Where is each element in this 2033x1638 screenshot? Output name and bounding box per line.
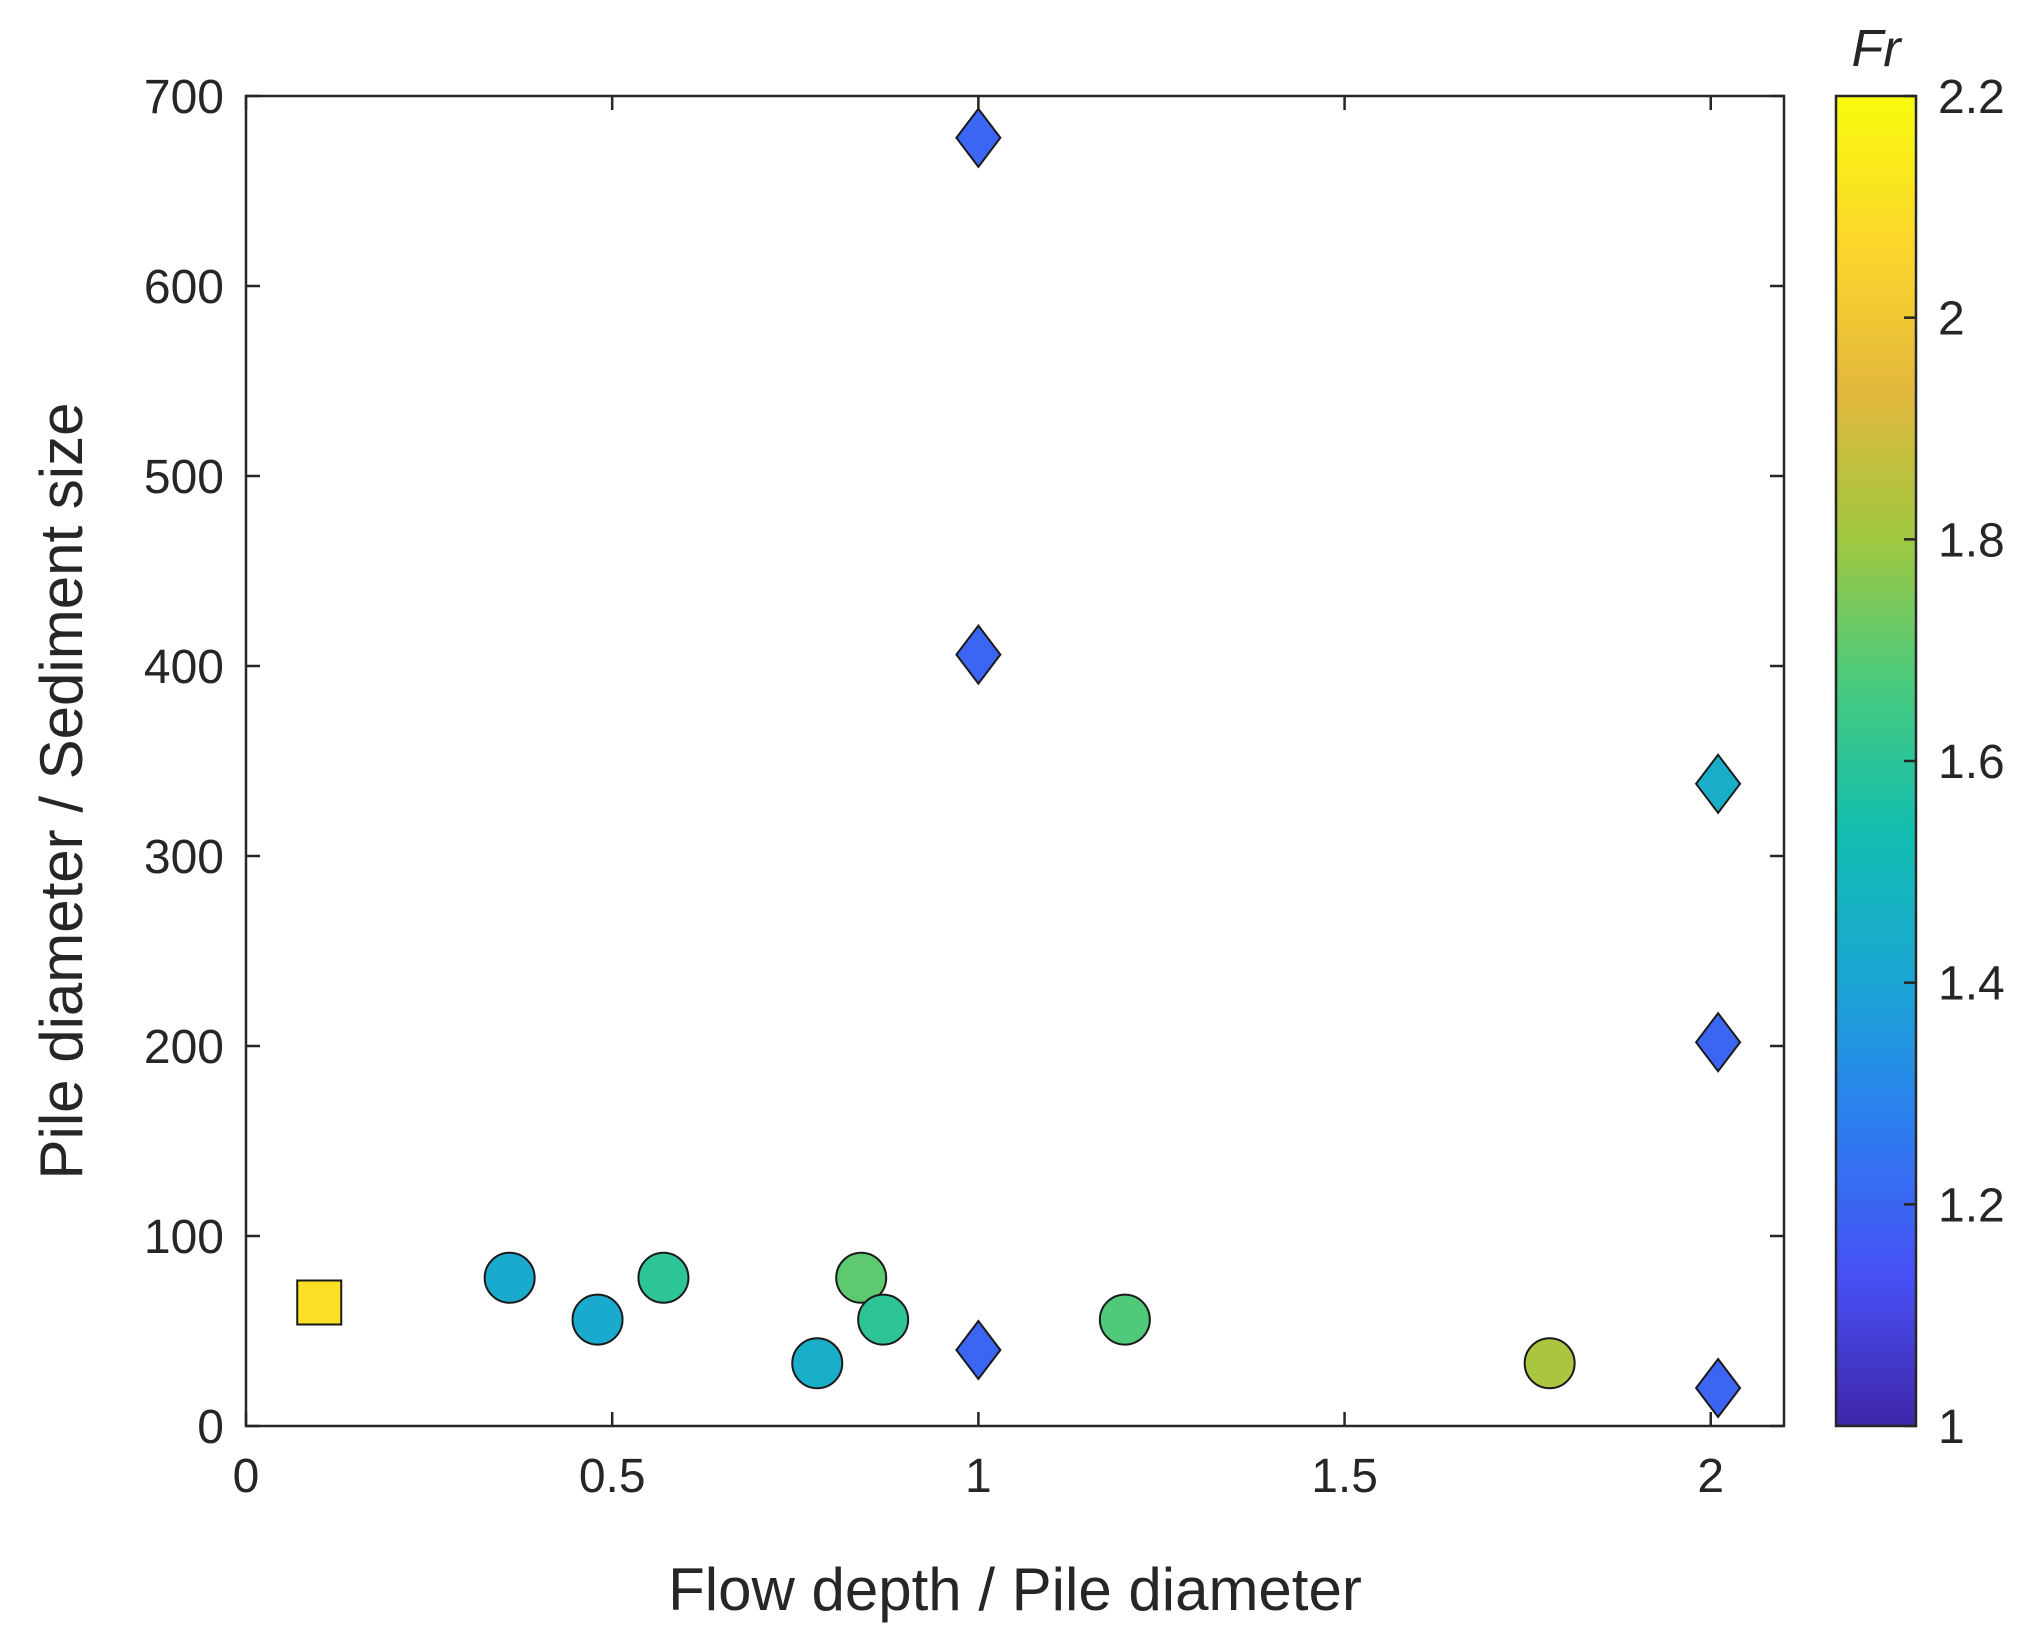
y-tick-label: 200: [144, 1021, 224, 1074]
y-tick-label: 600: [144, 261, 224, 314]
circle-point: [637, 1251, 690, 1304]
y-tick-label: 700: [144, 71, 224, 124]
plot-frame: [244, 94, 1786, 1428]
square-point: [296, 1279, 343, 1326]
circle-point: [1523, 1337, 1576, 1390]
circle-point: [791, 1337, 844, 1390]
colorbar-tick-label: 1: [1938, 1401, 1965, 1454]
circle-point: [571, 1293, 624, 1346]
data-points: [296, 107, 1742, 1419]
circle-point: [1098, 1293, 1151, 1346]
colorbar-title: Fr: [1851, 20, 1903, 78]
y-tick-label: 300: [144, 831, 224, 884]
x-axis-label: Flow depth / Pile diameter: [668, 1556, 1362, 1623]
diamond-point: [955, 623, 1002, 686]
y-tick-label: 500: [144, 451, 224, 504]
y-tick-label: 100: [144, 1211, 224, 1264]
colorbar-tick-label: 1.8: [1938, 514, 2005, 567]
circle-point: [483, 1251, 536, 1304]
diamond-point: [955, 1319, 1002, 1381]
colorbar-tick-label: 1.6: [1938, 736, 2005, 789]
x-axis: 0 0.5 1 1.5 2: [233, 96, 1724, 1503]
x-tick-label: 0: [233, 1450, 260, 1503]
colorbar-tick-label: 1.2: [1938, 1179, 2005, 1232]
x-tick-label: 0.5: [579, 1450, 646, 1503]
colorbar-gradient: [1834, 94, 1918, 1428]
diamond-point: [1694, 1011, 1742, 1073]
x-tick-label: 1: [965, 1450, 992, 1503]
circle-point: [835, 1251, 888, 1304]
circle-point: [857, 1293, 910, 1346]
plot-area: [244, 94, 1786, 1428]
y-axis-label: Pile diameter / Sediment size: [28, 402, 95, 1179]
diamond-point: [1694, 753, 1742, 815]
colorbar-tick-label: 2.2: [1938, 71, 2005, 124]
colorbar: 1 1.2 1.4 1.6 1.8 2 2.2: [1834, 71, 2005, 1454]
x-tick-label: 2: [1697, 1450, 1724, 1503]
colorbar-tick-label: 2: [1938, 293, 1965, 346]
y-tick-label: 400: [144, 641, 224, 694]
diamond-point: [1694, 1357, 1742, 1419]
diamond-point: [955, 107, 1002, 169]
y-tick-label: 0: [197, 1401, 224, 1454]
colorbar-tick-label: 1.4: [1938, 958, 2005, 1011]
x-tick-label: 1.5: [1311, 1450, 1378, 1503]
y-axis: 0 100 200 300 400 500 600 700: [144, 71, 1784, 1454]
